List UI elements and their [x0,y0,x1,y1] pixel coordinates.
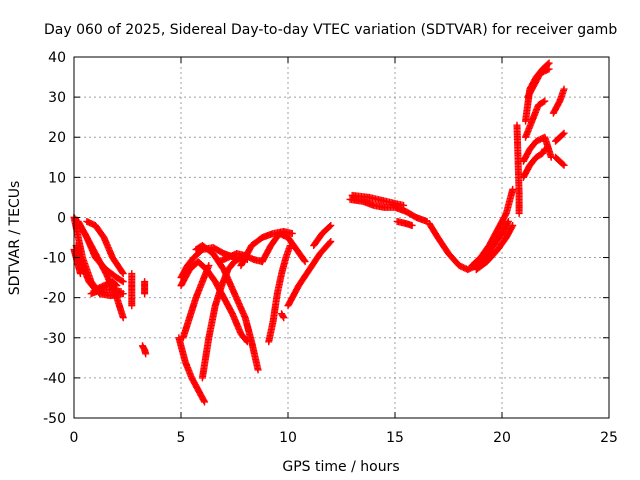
data-point [254,366,262,374]
data-point [545,59,553,67]
data-point [326,239,334,247]
data-point [301,258,309,266]
data-point [119,270,127,278]
x-tick-label: 10 [279,430,297,446]
data-point [560,161,568,169]
data-markers [70,59,568,406]
x-tick-label: 5 [177,430,186,446]
y-tick-label: -10 [43,251,66,267]
x-tick-label: 0 [70,430,79,446]
data-point [200,397,208,405]
data-point [541,97,549,105]
data-point [327,238,335,246]
data-point [288,229,296,237]
data-point [280,314,288,322]
y-tick-label: 30 [48,90,66,106]
data-point [545,65,553,73]
y-tick-label: 0 [57,210,66,226]
x-tick-label: 20 [493,430,511,446]
data-point [117,288,125,296]
data-point [509,221,517,229]
x-axis-label: GPS time / hours [282,459,399,475]
y-tick-label: -50 [43,411,66,427]
data-point [118,268,126,276]
y-axis-label: SDTVAR / TECUs [7,181,23,296]
data-point [300,256,308,264]
y-tick-label: -20 [43,291,66,307]
y-tick-label: 10 [48,170,66,186]
data-point [118,277,126,285]
data-point [119,314,127,322]
y-tick-label: 40 [48,50,66,66]
data-point [76,270,84,278]
plot-frame [73,56,610,419]
data-point [201,398,209,406]
data-point [327,221,335,229]
data-point [128,302,136,310]
data-point [560,129,568,137]
data-point [540,98,548,106]
y-tick-label: -40 [43,371,66,387]
data-point [504,217,512,225]
data-point [509,185,517,193]
data-point [559,160,567,168]
data-point [119,278,127,286]
data-point [559,130,567,138]
data-point [142,350,150,358]
chart-title: Day 060 of 2025, Sidereal Day-to-day VTE… [44,22,617,38]
data-point [408,221,416,229]
axis-ticks: 0 5 10 15 20 25 -50 -40 -30 -20 -10 0 10 20 30 40 [43,50,618,446]
data-point [141,290,149,298]
data-point [279,312,287,320]
data-point [508,223,516,231]
data-point [515,209,523,217]
data-point [504,219,512,227]
data-point [560,85,568,93]
data-point [326,222,334,230]
x-tick-label: 25 [600,430,618,446]
y-tick-label: -30 [43,331,66,347]
y-tick-label: 20 [48,130,66,146]
x-tick-label: 15 [386,430,404,446]
data-point [400,201,408,209]
